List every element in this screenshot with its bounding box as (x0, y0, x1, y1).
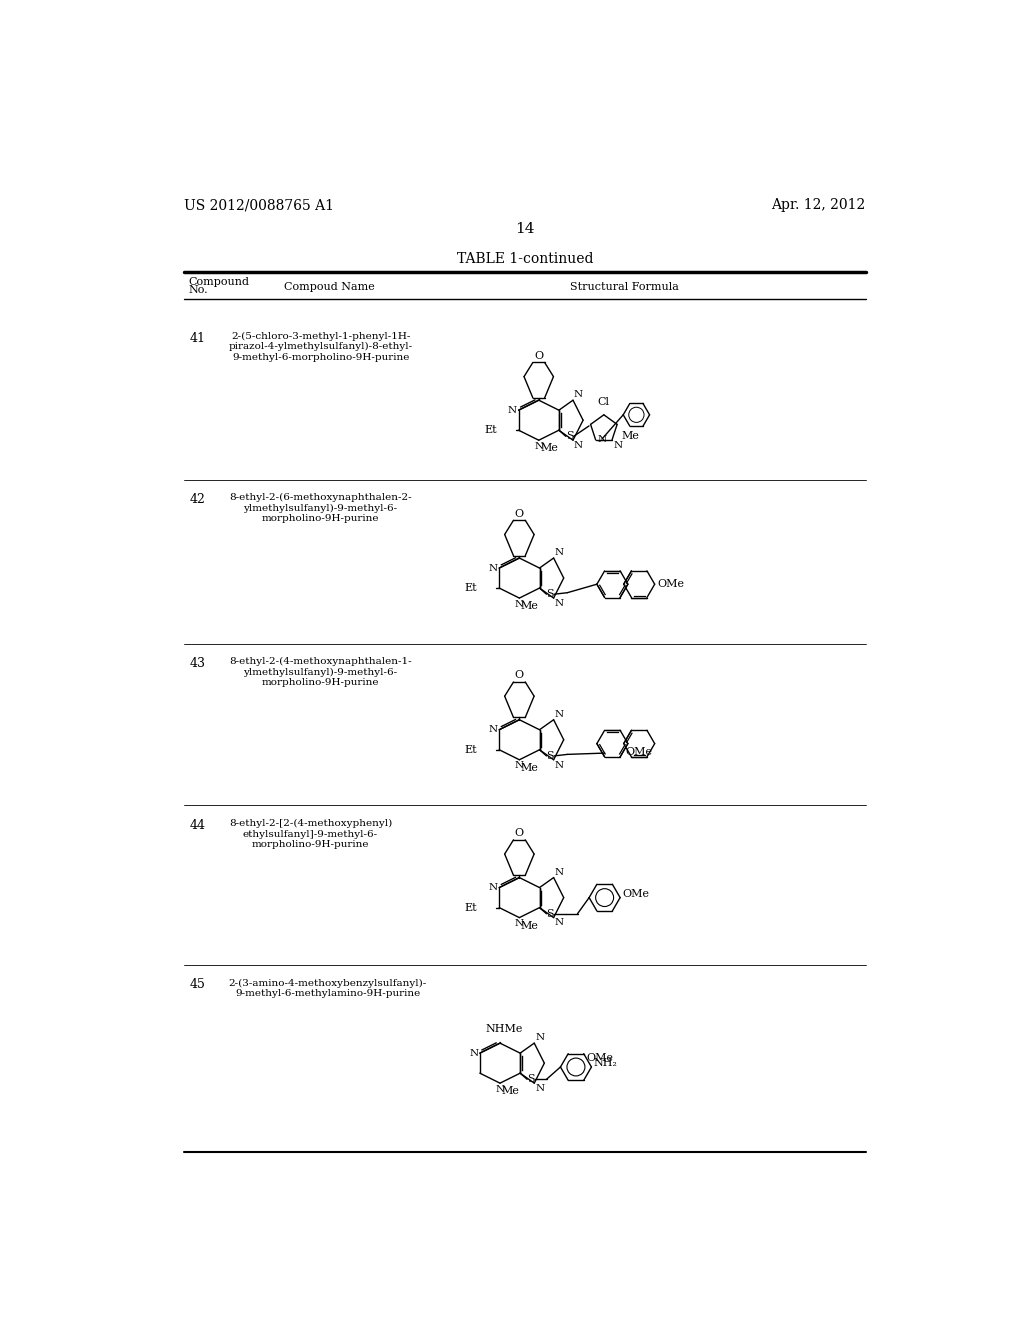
Text: OMe: OMe (626, 747, 652, 758)
Text: Me: Me (521, 921, 539, 931)
Text: 44: 44 (190, 818, 206, 832)
Text: N: N (613, 441, 623, 450)
Text: Cl: Cl (598, 397, 610, 407)
Text: N: N (554, 919, 563, 928)
Text: 43: 43 (190, 657, 206, 671)
Text: N: N (535, 442, 544, 450)
Text: N: N (554, 867, 563, 876)
Text: N: N (554, 599, 563, 607)
Text: N: N (515, 599, 524, 609)
Text: S: S (547, 589, 554, 599)
Text: O: O (515, 508, 524, 519)
Text: O: O (515, 671, 524, 681)
Text: S: S (547, 751, 554, 760)
Text: NH₂: NH₂ (594, 1059, 617, 1068)
Text: 45: 45 (190, 978, 206, 991)
Text: 2-(5-chloro-3-methyl-1-phenyl-1H-
pirazol-4-ylmethylsulfanyl)-8-ethyl-
9-methyl-: 2-(5-chloro-3-methyl-1-phenyl-1H- pirazo… (228, 331, 413, 362)
Text: S: S (566, 432, 573, 441)
Text: O: O (515, 829, 524, 838)
Text: N: N (554, 710, 563, 719)
Text: 8-ethyl-2-(6-methoxynaphthalen-2-
ylmethylsulfanyl)-9-methyl-6-
morpholino-9H-pu: 8-ethyl-2-(6-methoxynaphthalen-2- ylmeth… (228, 494, 412, 524)
Text: N: N (469, 1048, 478, 1057)
Text: N: N (535, 1034, 544, 1043)
Text: N: N (488, 725, 498, 734)
Text: Et: Et (484, 425, 497, 436)
Text: N: N (554, 760, 563, 770)
Text: Et: Et (465, 583, 477, 593)
Text: N: N (597, 436, 606, 445)
Text: N: N (554, 548, 563, 557)
Text: Et: Et (465, 903, 477, 912)
Text: N: N (535, 1084, 544, 1093)
Text: O: O (535, 351, 544, 360)
Text: Me: Me (521, 601, 539, 611)
Text: OMe: OMe (623, 888, 649, 899)
Text: S: S (527, 1074, 535, 1084)
Text: N: N (508, 405, 517, 414)
Text: N: N (488, 564, 498, 573)
Text: 8-ethyl-2-(4-methoxynaphthalen-1-
ylmethylsulfanyl)-9-methyl-6-
morpholino-9H-pu: 8-ethyl-2-(4-methoxynaphthalen-1- ylmeth… (228, 657, 412, 688)
Text: 41: 41 (190, 331, 206, 345)
Text: US 2012/0088765 A1: US 2012/0088765 A1 (183, 198, 334, 213)
Text: TABLE 1-continued: TABLE 1-continued (457, 252, 593, 267)
Text: Me: Me (621, 430, 639, 441)
Text: Apr. 12, 2012: Apr. 12, 2012 (771, 198, 866, 213)
Text: Compoud Name: Compoud Name (284, 281, 375, 292)
Text: N: N (488, 883, 498, 892)
Text: No.: No. (188, 285, 208, 296)
Text: Structural Formula: Structural Formula (569, 281, 679, 292)
Text: Me: Me (521, 763, 539, 772)
Text: OMe: OMe (657, 579, 684, 589)
Text: Compound: Compound (188, 277, 250, 286)
Text: S: S (547, 908, 554, 919)
Text: N: N (515, 919, 524, 928)
Text: N: N (515, 762, 524, 771)
Text: N: N (573, 441, 583, 450)
Text: 14: 14 (515, 222, 535, 235)
Text: Me: Me (502, 1086, 519, 1096)
Text: 2-(3-amino-4-methoxybenzylsulfanyl)-
9-methyl-6-methylamino-9H-purine: 2-(3-amino-4-methoxybenzylsulfanyl)- 9-m… (228, 978, 427, 998)
Text: 42: 42 (190, 494, 206, 507)
Text: N: N (496, 1085, 505, 1094)
Text: 8-ethyl-2-[2-(4-methoxyphenyl)
ethylsulfanyl]-9-methyl-6-
morpholino-9H-purine: 8-ethyl-2-[2-(4-methoxyphenyl) ethylsulf… (228, 818, 392, 849)
Text: OMe: OMe (586, 1052, 613, 1063)
Text: N: N (573, 391, 583, 400)
Text: Et: Et (465, 744, 477, 755)
Text: NHMe: NHMe (485, 1024, 522, 1034)
Text: Me: Me (541, 444, 558, 453)
